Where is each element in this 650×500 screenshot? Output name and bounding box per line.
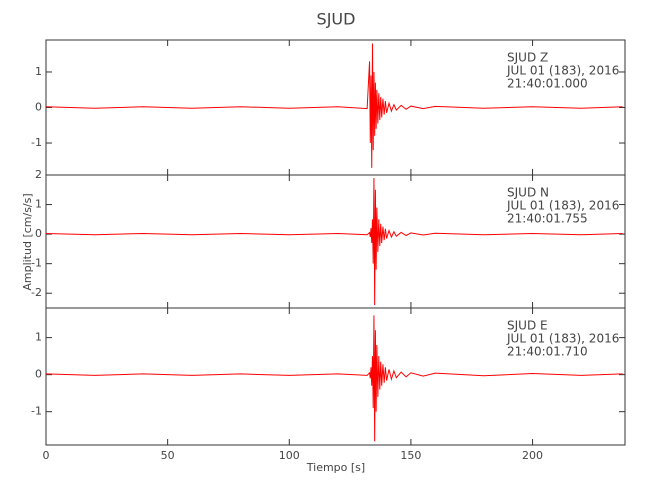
- trace-label: JUL 01 (183), 2016: [506, 64, 619, 78]
- y-tick-label: 1: [35, 331, 42, 344]
- y-tick-label: -1: [31, 136, 42, 149]
- trace-label: SJUD N: [507, 186, 549, 200]
- y-tick-label: 1: [35, 65, 42, 78]
- x-tick-label: 50: [161, 449, 175, 462]
- y-tick-label: 0: [35, 227, 42, 240]
- trace-label: SJUD E: [507, 319, 548, 333]
- trace-label: 21:40:01.710: [507, 345, 588, 359]
- trace-label: 21:40:01.755: [507, 212, 588, 226]
- waveform: [45, 315, 623, 442]
- y-tick-label: 0: [35, 368, 42, 381]
- x-axis-label: Tiempo [s]: [306, 461, 365, 474]
- trace-label: JUL 01 (183), 2016: [506, 332, 619, 346]
- trace-label: JUL 01 (183), 2016: [506, 199, 619, 213]
- x-tick-label: 150: [400, 449, 421, 462]
- panel-frame: [45, 307, 626, 446]
- trace-label: 21:40:01.000: [507, 77, 588, 91]
- y-tick-label: -1: [31, 257, 42, 270]
- waveform: [45, 43, 623, 168]
- chart-title: SJUD: [317, 10, 356, 29]
- y-tick-label: -2: [31, 286, 42, 299]
- y-tick-label: 2: [35, 168, 42, 181]
- x-tick-label: 0: [43, 449, 50, 462]
- trace-label: SJUD Z: [507, 51, 548, 65]
- waveform: [45, 177, 623, 306]
- y-axis-label: Amplitud [cm/s/s]: [21, 193, 34, 290]
- x-tick-label: 200: [522, 449, 543, 462]
- x-tick-label: 100: [279, 449, 300, 462]
- y-tick-label: 0: [35, 101, 42, 114]
- y-tick-label: 1: [35, 198, 42, 211]
- y-tick-label: -1: [31, 405, 42, 418]
